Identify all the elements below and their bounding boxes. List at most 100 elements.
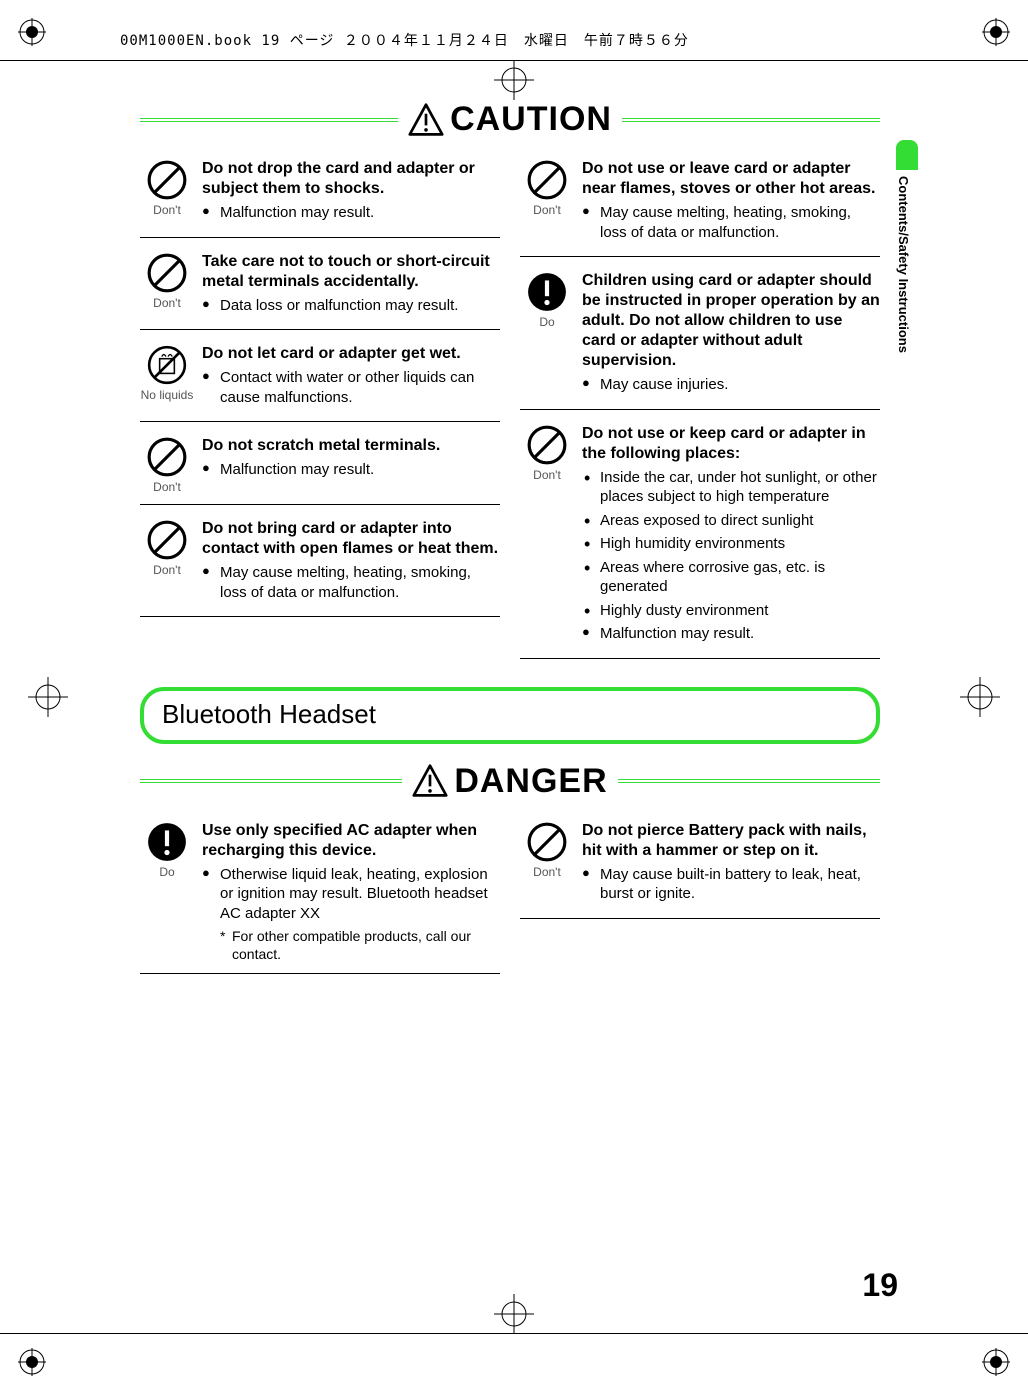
side-tab-color [896,140,918,170]
side-tab: Contents/Safety Instructions [896,140,918,420]
item-heading: Use only specified AC adapter when recha… [202,821,500,861]
item-bullet-list: May cause melting, heating, smoking, los… [202,563,500,602]
list-item: Otherwise liquid leak, heating, explosio… [202,865,500,924]
crop-cross-icon [494,1294,534,1334]
registration-mark-icon [982,1348,1010,1376]
safety-item: Do Children using card or adapter should … [520,265,880,410]
crop-cross-icon [960,677,1000,717]
rule-left [140,118,398,122]
item-body: Do not scratch metal terminals. Malfuncti… [202,436,500,494]
rule-right [618,779,880,783]
item-footnote: For other compatible products, call our … [202,927,500,963]
item-heading: Do not bring card or adapter into contac… [202,519,500,559]
icon-label: Don't [520,203,574,217]
dont-icon: Don't [520,424,574,648]
registration-mark-icon [18,18,46,46]
page-content: CAUTION Don't Do not drop the card and ad… [140,100,880,982]
danger-left-column: DoUse only specified AC adapter when rec… [140,815,500,983]
crop-cross-icon [494,60,534,100]
list-item: Contact with water or other liquids can … [202,368,500,407]
danger-symbol: DANGER [402,762,617,801]
list-item: May cause injuries. [582,375,880,395]
item-body: Use only specified AC adapter when recha… [202,821,500,964]
item-heading: Do not pierce Battery pack with nails, h… [582,821,880,861]
item-bullet-list: Data loss or malfunction may result. [202,296,500,316]
item-bullet-list: Contact with water or other liquids can … [202,368,500,407]
list-item: May cause melting, heating, smoking, los… [202,563,500,602]
icon-label: No liquids [140,388,194,402]
icon-label: Don't [140,203,194,217]
safety-item: Don't Do not use or leave card or adapter… [520,153,880,257]
registration-mark-icon [982,18,1010,46]
caution-title-row: CAUTION [140,100,880,139]
registration-mark-icon [18,1348,46,1376]
item-bullet-list: May cause injuries. [582,375,880,395]
item-bullet-list: Malfunction may result. [582,624,880,644]
list-item: Data loss or malfunction may result. [202,296,500,316]
item-heading: Do not scratch metal terminals. [202,436,500,456]
rule-left [140,779,402,783]
list-item: Inside the car, under hot sunlight, or o… [582,468,880,507]
safety-item: Don't Do not pierce Battery pack with nai… [520,815,880,919]
safety-item: Don'tDo not use or keep card or adapter … [520,418,880,659]
item-bullet-list: Malfunction may result. [202,460,500,480]
safety-item: No liquids Do not let card or adapter get… [140,338,500,422]
icon-label: Don't [140,563,194,577]
dont-icon: Don't [140,436,194,494]
danger-title: DANGER [454,762,607,801]
item-bullet-list: Otherwise liquid leak, heating, explosio… [202,865,500,924]
caution-columns: Don't Do not drop the card and adapter or… [140,153,880,667]
list-item: Malfunction may result. [202,203,500,223]
safety-item: Don't Take care not to touch or short-cir… [140,246,500,331]
dont-icon: Don't [140,252,194,320]
warning-triangle-icon [408,102,444,138]
list-item: Malfunction may result. [202,460,500,480]
item-body: Do not pierce Battery pack with nails, h… [582,821,880,908]
item-bullet-list: Malfunction may result. [202,203,500,223]
dont-icon: Don't [520,821,574,908]
item-body: Children using card or adapter should be… [582,271,880,399]
document-header: 00M1000EN.book 19 ページ ２００４年１１月２４日 水曜日 午前… [120,30,689,50]
item-body: Do not drop the card and adapter or subj… [202,159,500,227]
do-icon: Do [520,271,574,399]
list-item: Areas exposed to direct sunlight [582,511,880,531]
item-body: Do not let card or adapter get wet. Conta… [202,344,500,411]
danger-columns: DoUse only specified AC adapter when rec… [140,815,880,983]
item-heading: Do not use or leave card or adapter near… [582,159,880,199]
item-bullet-list: May cause melting, heating, smoking, los… [582,203,880,242]
list-item: May cause built-in battery to leak, heat… [582,865,880,904]
bluetooth-section-header: Bluetooth Headset [140,687,880,744]
item-body: Do not use or keep card or adapter in th… [582,424,880,648]
danger-right-column: Don't Do not pierce Battery pack with nai… [520,815,880,983]
icon-label: Don't [140,296,194,310]
header-rule [0,60,1028,61]
list-item: Malfunction may result. [582,624,880,644]
item-heading: Do not let card or adapter get wet. [202,344,500,364]
rule-right [622,118,880,122]
dont-icon: Don't [140,519,194,606]
side-tab-label: Contents/Safety Instructions [896,170,911,353]
safety-item: Don't Do not bring card or adapter into c… [140,513,500,617]
safety-item: Don't Do not scratch metal terminals. Malf… [140,430,500,505]
list-item: Areas where corrosive gas, etc. is gener… [582,558,880,597]
item-body: Take care not to touch or short-circuit … [202,252,500,320]
item-body: Do not bring card or adapter into contac… [202,519,500,606]
dont-icon: Don't [140,159,194,227]
item-heading: Children using card or adapter should be… [582,271,880,371]
icon-label: Do [520,315,574,329]
item-bullet-list: May cause built-in battery to leak, heat… [582,865,880,904]
item-heading: Do not drop the card and adapter or subj… [202,159,500,199]
list-item: May cause melting, heating, smoking, los… [582,203,880,242]
caution-symbol: CAUTION [398,100,622,139]
item-body: Do not use or leave card or adapter near… [582,159,880,246]
item-heading: Do not use or keep card or adapter in th… [582,424,880,464]
warning-triangle-icon [412,763,448,799]
danger-title-row: DANGER [140,762,880,801]
caution-title: CAUTION [450,100,612,139]
page-number: 19 [862,1267,898,1304]
safety-item: Don't Do not drop the card and adapter or… [140,153,500,238]
footer-rule [0,1333,1028,1334]
caution-right-column: Don't Do not use or leave card or adapter… [520,153,880,667]
icon-label: Don't [520,865,574,879]
crop-cross-icon [28,677,68,717]
